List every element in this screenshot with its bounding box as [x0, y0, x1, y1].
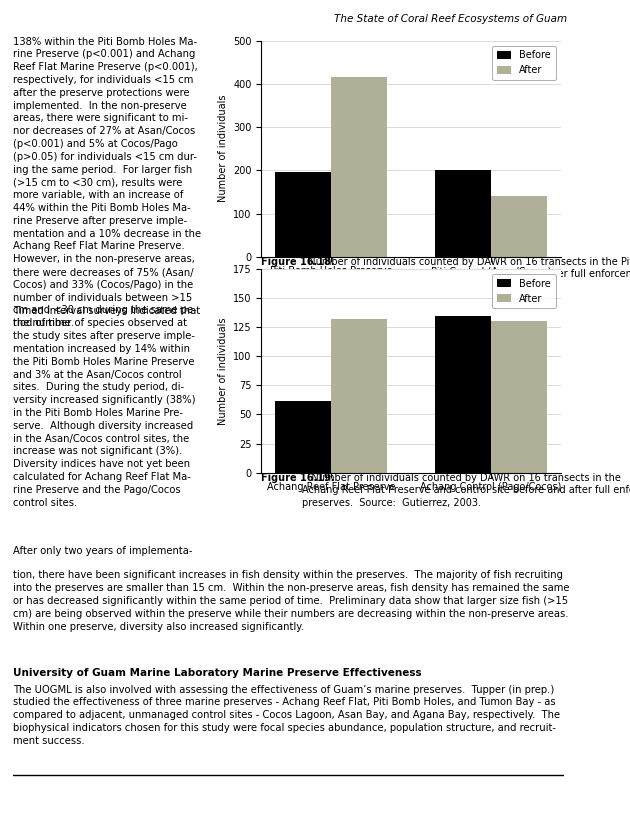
- Text: Figure 16.19.: Figure 16.19.: [261, 473, 335, 482]
- Text: 469: 469: [592, 792, 609, 801]
- Y-axis label: Number of individuals: Number of individuals: [217, 317, 227, 425]
- Bar: [331, 319, 387, 473]
- Text: Number of individuals counted by DAWR on 16 transects in the Piti
Bomb Holes Pre: Number of individuals counted by DAWR on…: [302, 257, 630, 292]
- Text: Number of individuals counted by DAWR on 16 transects in the
Achang Reef Flat Pr: Number of individuals counted by DAWR on…: [302, 473, 630, 508]
- Bar: [491, 196, 547, 257]
- Bar: [435, 170, 491, 257]
- Text: The State of Coral Reef Ecosystems of Guam: The State of Coral Reef Ecosystems of Gu…: [334, 14, 567, 24]
- Bar: [275, 400, 331, 473]
- Legend: Before, After: Before, After: [492, 46, 556, 80]
- Text: Figure 16.18.: Figure 16.18.: [261, 257, 335, 267]
- Bar: [435, 315, 491, 473]
- Text: Timed interval surveys indicated that
the number of species observed at
the stud: Timed interval surveys indicated that th…: [13, 306, 200, 508]
- Text: After only two years of implementa-: After only two years of implementa-: [13, 546, 192, 556]
- Text: tion, there have been significant increases in fish density within the preserves: tion, there have been significant increa…: [13, 570, 569, 632]
- Bar: [491, 321, 547, 473]
- Bar: [331, 77, 387, 257]
- Y-axis label: Number of individuals: Number of individuals: [218, 95, 227, 202]
- Text: The UOGML is also involved with assessing the effectiveness of Guam’s marine pre: The UOGML is also involved with assessin…: [13, 685, 559, 746]
- Text: 138% within the Piti Bomb Holes Ma-
rine Preserve (p<0.001) and Achang
Reef Flat: 138% within the Piti Bomb Holes Ma- rine…: [13, 37, 201, 328]
- Text: Guam: Guam: [588, 182, 612, 258]
- Bar: [275, 172, 331, 257]
- Legend: Before, After: Before, After: [492, 274, 556, 308]
- Text: page: page: [589, 773, 611, 783]
- Text: University of Guam Marine Laboratory Marine Preserve Effectiveness: University of Guam Marine Laboratory Mar…: [13, 668, 421, 678]
